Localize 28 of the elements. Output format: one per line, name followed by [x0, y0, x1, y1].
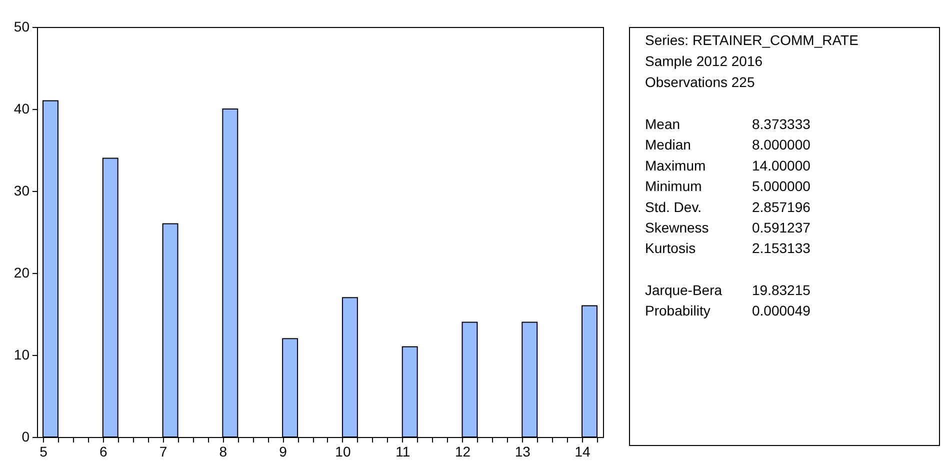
text: Minimum 5.000000: [645, 178, 810, 194]
y-tick-label: 10: [14, 346, 30, 362]
x-tick-label: 9: [279, 444, 288, 460]
x-tick-label: 8: [219, 444, 228, 460]
text: Kurtosis 2.153133: [645, 240, 810, 256]
x-tick-label: 12: [454, 444, 471, 460]
y-tick-label: 0: [22, 428, 30, 444]
text: Median 8.000000: [645, 136, 810, 153]
y-tick-label: 50: [14, 18, 30, 34]
x-tick-label: 5: [40, 444, 48, 460]
text: Probability 0.000049: [645, 302, 810, 319]
x-tick-label: 11: [396, 444, 410, 460]
text: Maximum 14.00000: [645, 157, 810, 174]
text: Observations 225: [645, 74, 755, 90]
x-tick-label: 10: [335, 444, 351, 460]
text: Mean 8.373333: [645, 116, 810, 132]
text: Sample 2012 2016: [645, 53, 763, 69]
text: Jarque-Bera 19.83215: [645, 282, 810, 298]
x-tick-label: 14: [574, 444, 591, 460]
y-tick-label: 40: [14, 100, 30, 116]
x-tick-label: 6: [99, 444, 108, 460]
y-tick-label: 30: [14, 182, 30, 198]
text: Std. Dev. 2.857196: [645, 198, 810, 215]
x-tick-label: 13: [514, 444, 531, 460]
y-tick-label: 20: [14, 264, 30, 280]
text: Skewness 0.591237: [645, 220, 810, 236]
text: Series: RETAINER_COMM_RATE: [645, 32, 858, 48]
x-tick-label: 7: [159, 444, 168, 460]
